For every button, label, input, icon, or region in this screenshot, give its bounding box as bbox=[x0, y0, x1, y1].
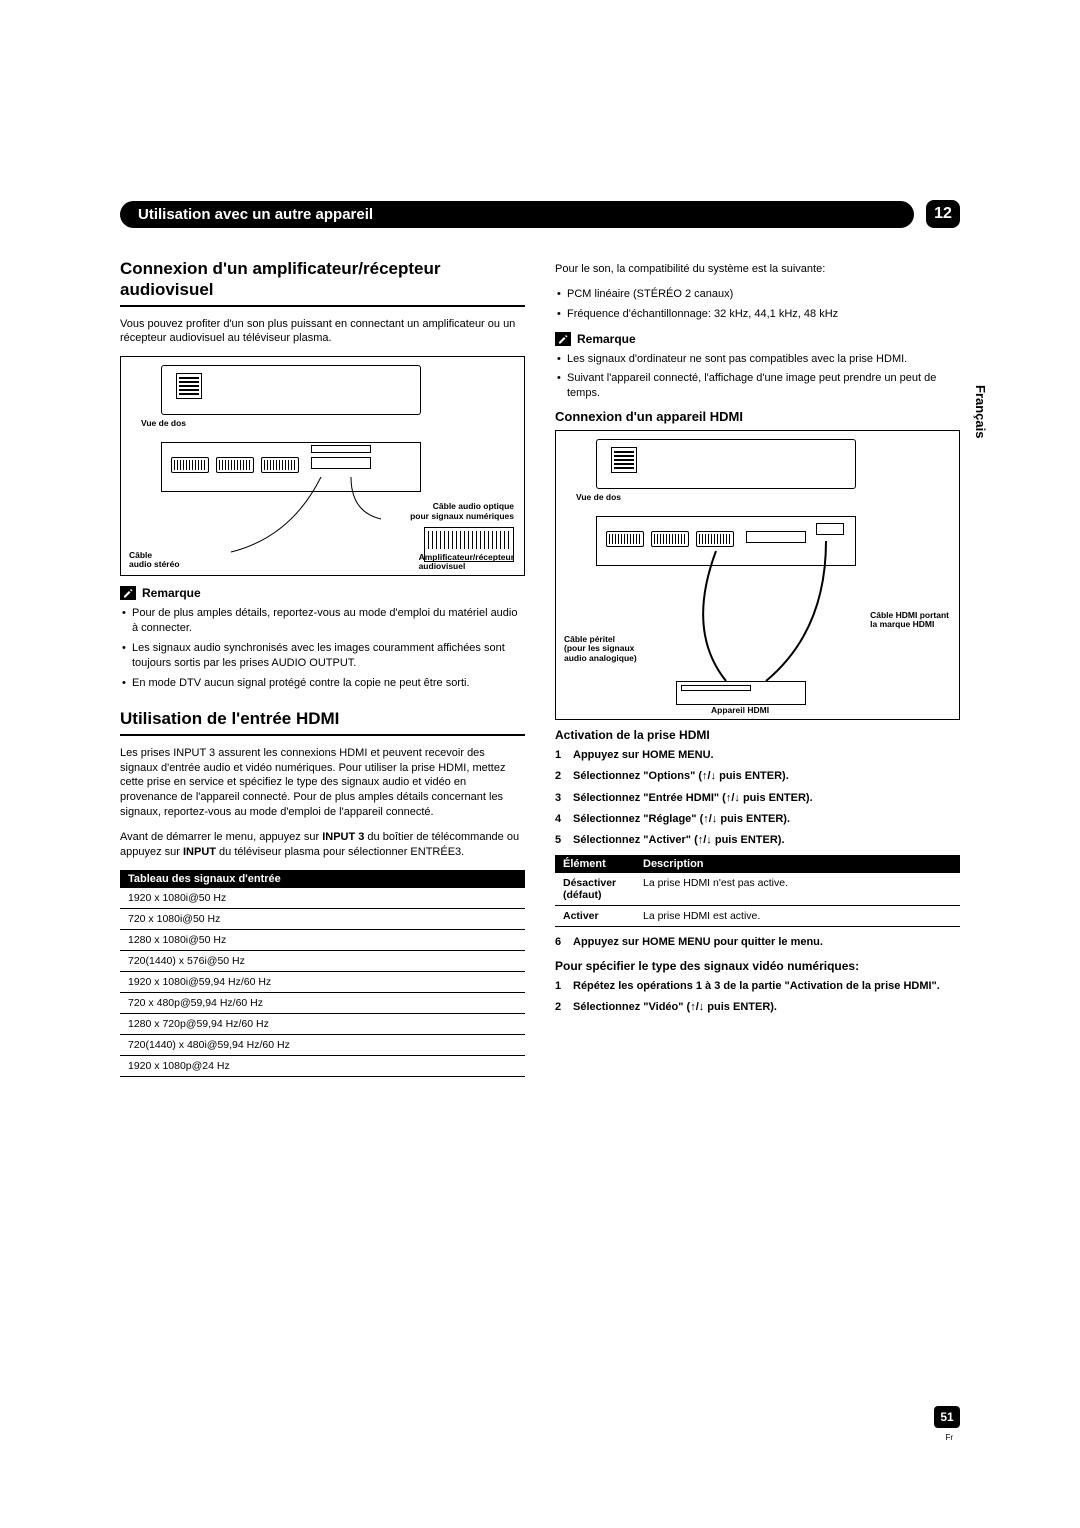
header-bar: Utilisation avec un autre appareil 12 bbox=[120, 200, 960, 228]
remarque-title: Remarque bbox=[142, 586, 201, 600]
desc-key: Activer bbox=[555, 905, 635, 926]
remarque-title-2: Remarque bbox=[577, 332, 636, 346]
activation-heading: Activation de la prise HDMI bbox=[555, 728, 960, 742]
step-item: Appuyez sur HOME MENU. bbox=[555, 748, 960, 762]
step-item: Répétez les opérations 1 à 3 de la parti… bbox=[555, 979, 960, 993]
peritel-label: Câble péritel (pour les signaux audio an… bbox=[564, 635, 637, 663]
page-number: 51 bbox=[934, 1406, 960, 1428]
hdmi-p2: Avant de démarrer le menu, appuyez sur I… bbox=[120, 830, 525, 860]
desc-key: Désactiver (défaut) bbox=[555, 873, 635, 906]
step-item: Appuyez sur HOME MENU pour quitter le me… bbox=[555, 935, 960, 949]
spec-heading: Pour spécifier le type des signaux vidéo… bbox=[555, 959, 960, 973]
signal-row: 720 x 480p@59,94 Hz/60 Hz bbox=[120, 992, 525, 1013]
signal-row: 720(1440) x 576i@50 Hz bbox=[120, 950, 525, 971]
compat-list: PCM linéaire (STÉRÉO 2 canaux) Fréquence… bbox=[555, 287, 960, 322]
hdmi-p1: Les prises INPUT 3 assurent les connexio… bbox=[120, 746, 525, 820]
rule bbox=[120, 305, 525, 307]
note-item: En mode DTV aucun signal protégé contre … bbox=[120, 676, 525, 691]
amp-box-label: Amplificateur/récepteur audiovisuel bbox=[419, 553, 514, 572]
signal-row: 720 x 1080i@50 Hz bbox=[120, 908, 525, 929]
step-item: Sélectionnez "Réglage" (↑/↓ puis ENTER). bbox=[555, 812, 960, 826]
rule bbox=[120, 734, 525, 736]
amp-heading: Connexion d'un amplificateur/récepteur a… bbox=[120, 258, 525, 301]
pencil-icon bbox=[555, 332, 571, 346]
signal-row: 1280 x 1080i@50 Hz bbox=[120, 929, 525, 950]
signals-table-header: Tableau des signaux d'entrée bbox=[120, 870, 525, 888]
desc-val: La prise HDMI n'est pas active. bbox=[635, 873, 960, 906]
note-item: Pour de plus amples détails, reportez-vo… bbox=[120, 606, 525, 636]
note-item: Les signaux d'ordinateur ne sont pas com… bbox=[555, 352, 960, 367]
section-title: Utilisation avec un autre appareil bbox=[120, 201, 914, 228]
step-item: Sélectionnez "Activer" (↑/↓ puis ENTER). bbox=[555, 833, 960, 847]
hdmi-diagram: Vue de dos Câble HDMI portant la marque … bbox=[555, 430, 960, 720]
signal-row: 1280 x 720p@59,94 Hz/60 Hz bbox=[120, 1013, 525, 1034]
hdmi-conn-heading: Connexion d'un appareil HDMI bbox=[555, 409, 960, 424]
amp-diagram: Vue de dos Câble audio optique pour sign… bbox=[120, 356, 525, 576]
desc-table: Élément Description Désactiver (défaut) … bbox=[555, 855, 960, 927]
signals-table: 1920 x 1080i@50 Hz 720 x 1080i@50 Hz 128… bbox=[120, 888, 525, 1077]
compat-item: Fréquence d'échantillonnage: 32 kHz, 44,… bbox=[555, 307, 960, 322]
remarque-header: Remarque bbox=[120, 586, 525, 600]
amp-intro: Vous pouvez profiter d'un son plus puiss… bbox=[120, 317, 525, 347]
step-item: Sélectionnez "Options" (↑/↓ puis ENTER). bbox=[555, 769, 960, 783]
compat-intro: Pour le son, la compatibilité du système… bbox=[555, 262, 960, 277]
content-columns: Connexion d'un amplificateur/récepteur a… bbox=[120, 258, 960, 1087]
desc-val: La prise HDMI est active. bbox=[635, 905, 960, 926]
stereo-label: Câble audio stéréo bbox=[129, 551, 180, 570]
signal-row: 1920 x 1080i@50 Hz bbox=[120, 888, 525, 909]
chapter-number: 12 bbox=[926, 200, 960, 228]
pencil-icon bbox=[120, 586, 136, 600]
device-label: Appareil HDMI bbox=[711, 706, 769, 715]
language-tab: Français bbox=[973, 385, 988, 438]
right-column: Pour le son, la compatibilité du système… bbox=[555, 258, 960, 1087]
hdmi-heading: Utilisation de l'entrée HDMI bbox=[120, 708, 525, 729]
signal-row: 720(1440) x 480i@59,94 Hz/60 Hz bbox=[120, 1034, 525, 1055]
signal-row: 1920 x 1080p@24 Hz bbox=[120, 1055, 525, 1076]
step-item: Sélectionnez "Vidéo" (↑/↓ puis ENTER). bbox=[555, 1000, 960, 1014]
desc-th-element: Élément bbox=[555, 855, 635, 873]
spec-steps: Répétez les opérations 1 à 3 de la parti… bbox=[555, 979, 960, 1015]
page-lang: Fr bbox=[945, 1433, 953, 1442]
activation-steps: Appuyez sur HOME MENU. Sélectionnez "Opt… bbox=[555, 748, 960, 847]
remarque-header-2: Remarque bbox=[555, 332, 960, 346]
optique-label: Câble audio optique pour signaux numériq… bbox=[410, 502, 514, 521]
hdmi-cable-label: Câble HDMI portant la marque HDMI bbox=[870, 611, 949, 630]
note-item: Les signaux audio synchronisés avec les … bbox=[120, 641, 525, 671]
step-item: Sélectionnez "Entrée HDMI" (↑/↓ puis ENT… bbox=[555, 791, 960, 805]
cable-lines-2 bbox=[556, 431, 959, 719]
left-column: Connexion d'un amplificateur/récepteur a… bbox=[120, 258, 525, 1087]
remarque-list-2: Les signaux d'ordinateur ne sont pas com… bbox=[555, 352, 960, 402]
signal-row: 1920 x 1080i@59,94 Hz/60 Hz bbox=[120, 971, 525, 992]
desc-th-description: Description bbox=[635, 855, 960, 873]
step6-list: Appuyez sur HOME MENU pour quitter le me… bbox=[555, 935, 960, 949]
remarque-list: Pour de plus amples détails, reportez-vo… bbox=[120, 606, 525, 690]
note-item: Suivant l'appareil connecté, l'affichage… bbox=[555, 371, 960, 401]
compat-item: PCM linéaire (STÉRÉO 2 canaux) bbox=[555, 287, 960, 302]
